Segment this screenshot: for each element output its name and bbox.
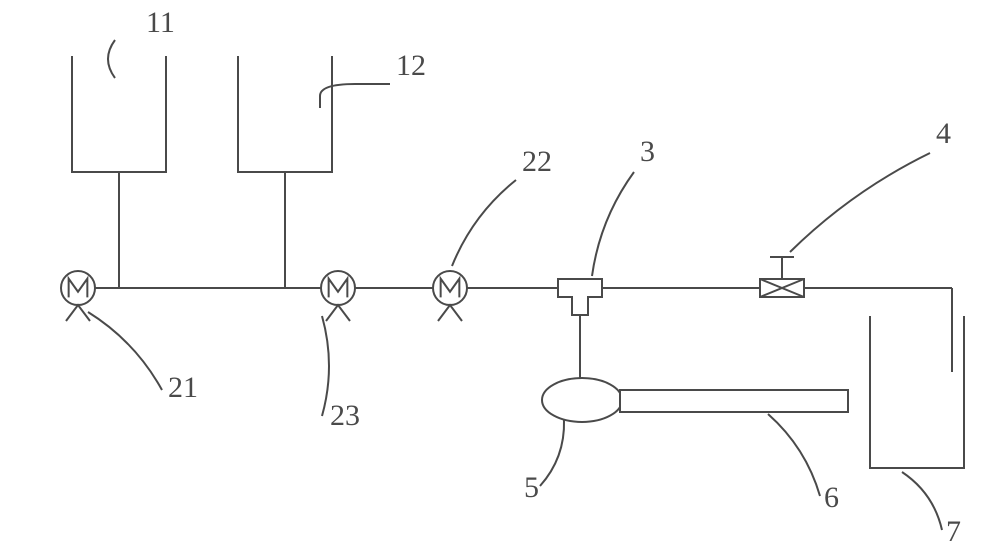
label-21: 21 [168,371,198,405]
label-23: 23 [330,399,360,433]
diagram-svg [0,0,1000,556]
label-4: 4 [936,117,951,151]
label-5: 5 [524,471,539,505]
label-3: 3 [640,135,655,169]
label-12: 12 [396,49,426,83]
label-7: 7 [946,515,961,549]
label-6: 6 [824,481,839,515]
label-22: 22 [522,145,552,179]
label-11: 11 [146,6,175,40]
